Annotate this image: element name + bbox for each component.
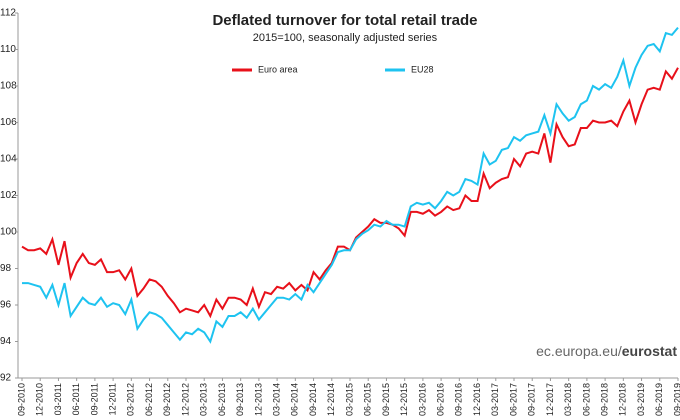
x-tick-label: 12-2011 [107,383,117,415]
source: ec.europa.eu/eurostat [536,343,677,359]
x-tick-label: 03-2014 [271,383,281,416]
x-tick-label: 12-2014 [326,383,336,416]
y-tick-label: 102 [0,190,17,201]
x-tick-label: 03-2016 [417,383,427,416]
x-tick-label: 06-2015 [363,383,373,416]
x-tick-label: 12-2015 [399,383,409,416]
chart-title: Deflated turnover for total retail trade [212,12,477,29]
x-tick-label: 12-2018 [618,383,628,416]
x-tick-label: 06-2011 [71,383,81,415]
x-tick-label: 09-2018 [599,383,609,416]
x-tick-label: 03-2012 [126,383,136,416]
x-tick-label: 06-2016 [435,383,445,416]
x-tick-label: 09-2014 [308,383,318,416]
x-tick-label: 12-2010 [35,383,45,416]
y-tick-label: 104 [0,154,17,165]
x-tick-label: 12-2016 [472,383,482,416]
x-tick-label: 09-2016 [454,383,464,416]
x-tick-label: 03-2019 [636,383,646,416]
x-tick-label: 09-2010 [16,383,26,416]
x-tick-label: 03-2015 [344,383,354,416]
y-tick-label: 106 [0,117,17,128]
x-tick-label: 09-2015 [381,383,391,416]
y-tick-label: 96 [0,300,12,311]
y-tick-label: 108 [0,81,17,92]
x-tick-label: 03-2017 [490,383,500,416]
chart-subtitle: 2015=100, seasonally adjusted series [253,32,438,44]
x-tick-label: 09-2011 [89,383,99,415]
x-tick-label: 03-2013 [199,383,209,416]
x-tick-label: 09-2017 [527,383,537,416]
x-tick-label: 06-2018 [581,383,591,416]
x-tick-label: 06-2012 [144,383,154,416]
x-tick-label: 03-2018 [563,383,573,416]
source-brand: eurostat [622,343,678,359]
source-domain: ec.europa.eu/ [536,343,622,359]
x-tick-label: 06-2014 [290,383,300,416]
x-tick-label: 09-2012 [162,383,172,416]
x-tick-label: 06-2019 [654,383,664,416]
x-tick-label: 06-2017 [508,383,518,416]
x-tick-label: 09-2013 [235,383,245,416]
y-tick-label: 100 [0,227,17,238]
x-tick-label: 03-2011 [53,383,63,415]
x-tick-label: 09-2019 [672,383,680,416]
x-tick-label: 12-2013 [253,383,263,416]
y-tick-label: 110 [0,44,16,55]
y-tick-label: 112 [0,8,16,19]
legend-label: Euro area [258,64,298,74]
x-tick-label: 12-2017 [545,383,555,416]
data-line [22,26,679,344]
y-tick-label: 94 [0,336,12,347]
legend-label: EU28 [411,64,434,74]
x-tick-label: 06-2013 [217,383,227,416]
x-tick-label: 12-2012 [180,383,190,416]
y-tick-label: 98 [0,263,12,274]
y-tick-label: 92 [0,373,12,384]
